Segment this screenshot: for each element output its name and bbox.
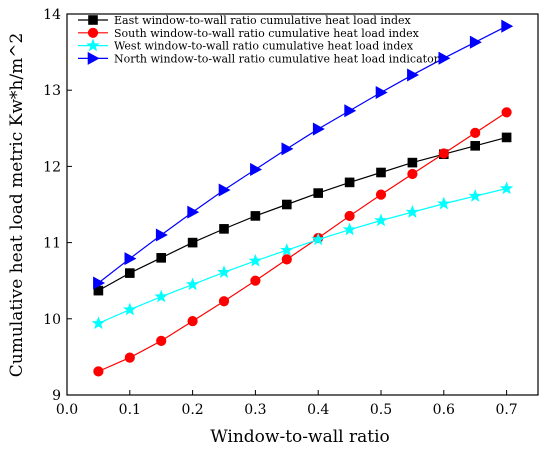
data-point <box>250 275 261 286</box>
legend-entry: West window-to-wall ratio cumulative hea… <box>78 38 414 53</box>
series-2 <box>91 181 514 330</box>
data-point <box>218 183 231 197</box>
x-tick-label: 0.7 <box>495 402 517 418</box>
y-tick-label: 14 <box>43 7 61 23</box>
y-tick-label: 11 <box>43 236 61 252</box>
legend-marker <box>86 38 100 52</box>
legend-marker <box>88 15 98 25</box>
data-point <box>156 253 166 263</box>
data-point <box>344 210 355 222</box>
data-point <box>470 141 481 151</box>
series-layer <box>91 19 514 377</box>
data-point <box>470 127 481 138</box>
data-point <box>469 35 482 49</box>
data-point <box>91 316 106 330</box>
data-point <box>376 167 386 178</box>
series-0 <box>93 132 512 296</box>
data-point <box>154 289 168 303</box>
data-point <box>344 177 355 188</box>
y-tick-label: 13 <box>43 83 61 99</box>
data-point <box>124 352 135 363</box>
legend-entry: South window-to-wall ratio cumulative he… <box>78 27 420 40</box>
data-point <box>280 243 294 256</box>
data-point <box>124 252 137 266</box>
series-line <box>98 111 507 372</box>
data-point <box>311 232 325 246</box>
data-point <box>438 148 449 159</box>
data-point <box>250 162 263 176</box>
data-point <box>342 222 357 236</box>
data-point <box>405 205 420 218</box>
x-axis-label: Window-to-wall ratio <box>210 427 390 447</box>
data-point <box>501 107 512 118</box>
series-line <box>98 136 507 292</box>
data-point <box>407 68 420 82</box>
data-point <box>407 157 418 168</box>
data-point <box>468 189 482 202</box>
legend-label: East window-to-wall ratio cumulative hea… <box>114 14 412 27</box>
data-point <box>437 196 451 210</box>
y-tick-label: 12 <box>43 159 61 175</box>
data-point <box>156 335 167 346</box>
series-1 <box>93 107 512 377</box>
data-point <box>125 268 135 278</box>
legend-marker <box>87 51 100 65</box>
data-point <box>187 315 198 327</box>
x-tick-label: 0.3 <box>244 402 266 418</box>
data-point <box>438 51 451 65</box>
legend-label: North window-to-wall ratio cumulative he… <box>114 52 440 65</box>
data-point <box>93 366 104 377</box>
data-point <box>313 188 324 198</box>
data-point <box>281 254 292 265</box>
y-tick-label: 10 <box>43 312 61 328</box>
y-axis-label: Cumulative heat load metric Kw*h/m^2 <box>7 33 27 378</box>
data-point <box>217 265 231 279</box>
legend-label: West window-to-wall ratio cumulative hea… <box>114 40 414 53</box>
legend-label: South window-to-wall ratio cumulative he… <box>114 27 420 40</box>
data-point <box>123 302 137 316</box>
legend-marker <box>87 27 99 38</box>
data-point <box>375 189 387 200</box>
y-axis: 9 10 11 12 13 14 <box>43 7 72 404</box>
data-point <box>501 132 512 143</box>
x-axis: 0.0 0.1 0.2 0.3 0.4 0.5 0.6 0.7 <box>56 390 518 418</box>
x-tick-label: 0.2 <box>181 402 203 418</box>
data-point <box>187 205 200 219</box>
data-point <box>501 19 514 33</box>
x-tick-label: 0.6 <box>433 402 455 418</box>
x-tick-label: 0.1 <box>119 402 141 418</box>
data-point <box>281 199 292 210</box>
data-point <box>219 224 229 234</box>
data-point <box>185 277 200 291</box>
data-point <box>344 104 357 118</box>
data-point <box>499 181 514 195</box>
data-point <box>155 228 168 242</box>
x-tick-label: 0.0 <box>56 402 78 418</box>
plot-frame <box>66 13 539 396</box>
data-point <box>218 296 230 307</box>
data-point <box>407 168 418 180</box>
data-point <box>281 142 294 156</box>
series-3 <box>93 19 514 290</box>
legend: East window-to-wall ratio cumulative hea… <box>78 14 440 65</box>
data-point <box>312 122 325 136</box>
y-tick-label: 9 <box>52 388 61 404</box>
data-point <box>250 211 261 221</box>
legend-entry: East window-to-wall ratio cumulative hea… <box>78 14 412 27</box>
data-point <box>248 253 263 267</box>
x-tick-label: 0.4 <box>307 402 329 418</box>
data-point <box>374 213 388 227</box>
legend-entry: North window-to-wall ratio cumulative he… <box>78 51 440 65</box>
x-tick-label: 0.5 <box>370 402 392 418</box>
data-point <box>375 85 388 99</box>
data-point <box>93 276 106 290</box>
data-point <box>187 237 198 248</box>
